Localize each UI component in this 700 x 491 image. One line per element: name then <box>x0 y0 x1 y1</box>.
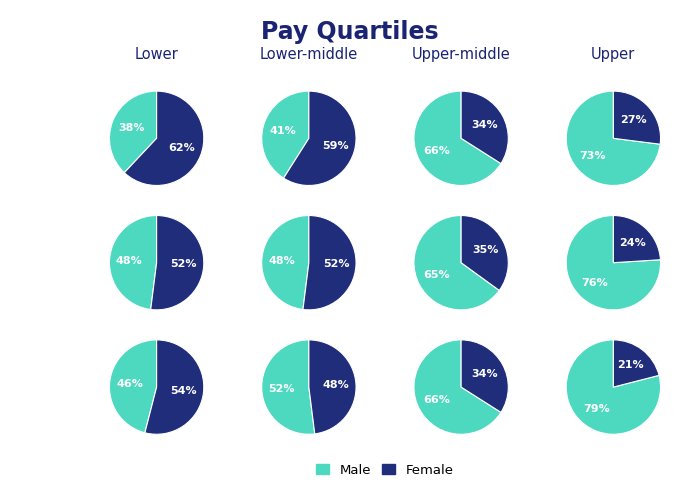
Wedge shape <box>262 216 309 309</box>
Text: 2023: 2023 <box>94 132 130 145</box>
Text: Upper-middle: Upper-middle <box>412 47 510 61</box>
Text: 52%: 52% <box>268 384 295 394</box>
Wedge shape <box>125 91 204 186</box>
Text: Upper: Upper <box>592 47 636 61</box>
Text: 62%: 62% <box>169 143 195 153</box>
Text: 35%: 35% <box>473 246 498 255</box>
Text: 34%: 34% <box>472 369 498 379</box>
Text: 34%: 34% <box>472 120 498 130</box>
Text: 38%: 38% <box>118 123 144 133</box>
Text: 2022: 2022 <box>94 256 130 269</box>
Text: 65%: 65% <box>424 270 450 280</box>
Wedge shape <box>109 91 157 173</box>
Text: 48%: 48% <box>268 256 295 266</box>
Text: 21%: 21% <box>617 360 643 370</box>
Text: 66%: 66% <box>424 146 451 157</box>
Text: 52%: 52% <box>171 259 197 270</box>
Text: 48%: 48% <box>116 256 143 266</box>
Wedge shape <box>414 91 501 186</box>
Wedge shape <box>613 216 661 263</box>
Text: 27%: 27% <box>621 115 648 125</box>
Text: 52%: 52% <box>323 259 349 270</box>
Text: 79%: 79% <box>583 404 610 414</box>
Wedge shape <box>613 91 661 144</box>
Wedge shape <box>284 91 356 186</box>
Wedge shape <box>566 340 661 434</box>
Wedge shape <box>461 340 508 412</box>
Text: 73%: 73% <box>580 151 606 162</box>
Text: 46%: 46% <box>116 379 143 389</box>
Text: 66%: 66% <box>424 395 451 405</box>
Wedge shape <box>461 216 508 290</box>
Wedge shape <box>262 91 309 178</box>
Text: Lower: Lower <box>134 47 178 61</box>
Text: 24%: 24% <box>619 238 645 248</box>
Wedge shape <box>461 91 508 164</box>
Text: 76%: 76% <box>581 277 608 288</box>
Wedge shape <box>109 216 157 309</box>
Wedge shape <box>303 216 356 310</box>
Wedge shape <box>262 340 315 434</box>
Wedge shape <box>566 216 661 310</box>
Text: 2021: 2021 <box>94 381 130 394</box>
Text: 54%: 54% <box>171 385 197 396</box>
Text: Pay Quartiles: Pay Quartiles <box>261 20 439 44</box>
Wedge shape <box>566 91 660 186</box>
Text: 41%: 41% <box>270 126 296 136</box>
Wedge shape <box>309 340 356 434</box>
Wedge shape <box>613 340 659 387</box>
Wedge shape <box>109 340 157 433</box>
Wedge shape <box>145 340 204 434</box>
Text: Lower-middle: Lower-middle <box>260 47 358 61</box>
Legend: Male, Female: Male, Female <box>311 459 459 482</box>
Wedge shape <box>414 340 501 434</box>
Wedge shape <box>414 216 499 310</box>
Text: 48%: 48% <box>323 381 349 390</box>
Wedge shape <box>150 216 204 310</box>
Text: 59%: 59% <box>322 141 349 151</box>
